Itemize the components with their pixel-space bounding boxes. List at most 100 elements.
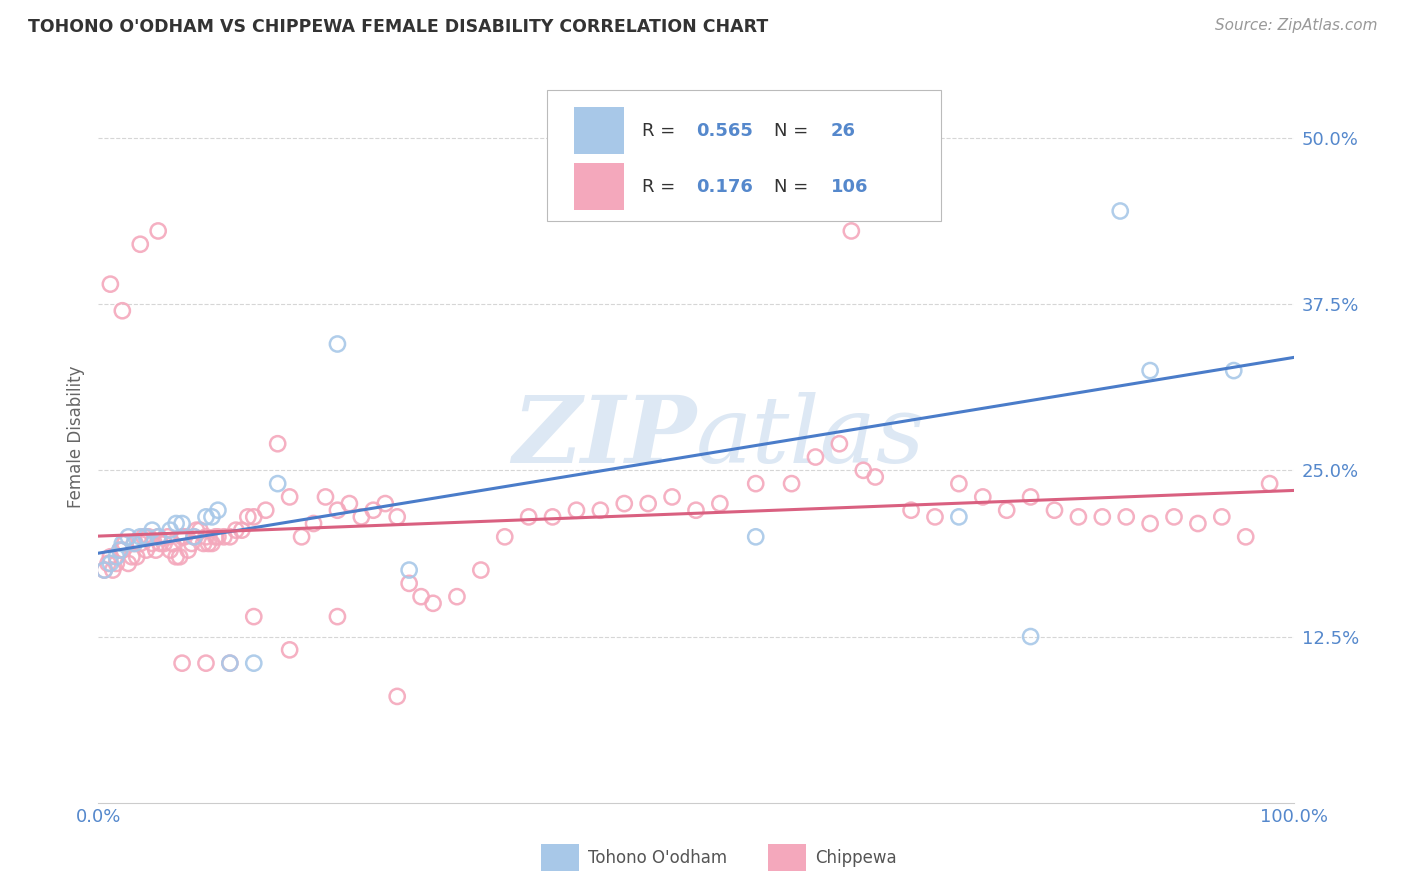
- Bar: [574, 162, 624, 211]
- Point: [267, 436, 290, 450]
- Point: [156, 530, 179, 544]
- Point: [195, 509, 218, 524]
- Point: [1139, 363, 1161, 377]
- Point: [900, 503, 922, 517]
- Point: [108, 543, 131, 558]
- Point: [350, 509, 373, 524]
- Text: N =: N =: [773, 178, 814, 195]
- Point: [1211, 509, 1233, 524]
- Point: [1019, 630, 1042, 644]
- Point: [243, 509, 266, 524]
- Point: [637, 497, 659, 511]
- Point: [1163, 509, 1185, 524]
- Point: [111, 543, 134, 558]
- Point: [114, 536, 136, 550]
- Point: [1187, 516, 1209, 531]
- Point: [231, 523, 253, 537]
- Point: [972, 490, 994, 504]
- Point: [828, 436, 851, 450]
- Point: [173, 530, 195, 544]
- Point: [111, 303, 134, 318]
- Point: [111, 536, 134, 550]
- Text: 26: 26: [831, 121, 856, 140]
- Point: [186, 523, 208, 537]
- Point: [153, 536, 176, 550]
- Point: [924, 509, 946, 524]
- Point: [541, 509, 564, 524]
- Point: [98, 557, 122, 571]
- Point: [254, 503, 277, 517]
- Point: [243, 609, 266, 624]
- Text: N =: N =: [773, 121, 814, 140]
- Point: [1223, 363, 1246, 377]
- Point: [129, 530, 152, 544]
- Text: atlas: atlas: [696, 392, 925, 482]
- Point: [212, 530, 235, 544]
- Point: [148, 530, 170, 544]
- Point: [148, 224, 170, 238]
- Text: R =: R =: [643, 121, 681, 140]
- Point: [219, 656, 242, 670]
- Point: [101, 563, 124, 577]
- Point: [589, 503, 612, 517]
- Point: [195, 656, 218, 670]
- Point: [207, 503, 229, 517]
- Point: [1067, 509, 1090, 524]
- Point: [204, 530, 226, 544]
- Point: [745, 530, 768, 544]
- Point: [183, 530, 205, 544]
- Point: [219, 530, 242, 544]
- Point: [145, 543, 167, 558]
- Point: [93, 563, 115, 577]
- Point: [1258, 476, 1281, 491]
- Point: [169, 549, 191, 564]
- Point: [411, 590, 433, 604]
- Point: [225, 523, 247, 537]
- Point: [108, 543, 131, 558]
- Point: [98, 549, 122, 564]
- Point: [828, 178, 851, 192]
- Point: [149, 536, 172, 550]
- Point: [315, 490, 337, 504]
- Point: [948, 476, 970, 491]
- Point: [183, 530, 205, 544]
- Point: [180, 536, 202, 550]
- Point: [278, 643, 301, 657]
- Point: [267, 476, 290, 491]
- Point: [1115, 509, 1137, 524]
- Point: [129, 237, 152, 252]
- Point: [159, 543, 181, 558]
- Point: [1091, 509, 1114, 524]
- Point: [446, 590, 468, 604]
- Point: [1109, 204, 1132, 219]
- Point: [125, 549, 148, 564]
- Point: [165, 549, 187, 564]
- Text: 0.565: 0.565: [696, 121, 752, 140]
- Point: [661, 490, 683, 504]
- Point: [129, 536, 152, 550]
- Point: [219, 656, 242, 670]
- Point: [613, 497, 636, 511]
- Text: R =: R =: [643, 178, 688, 195]
- Point: [201, 536, 224, 550]
- Point: [804, 450, 827, 464]
- Bar: [768, 845, 806, 871]
- Point: [132, 530, 155, 544]
- Point: [201, 509, 224, 524]
- FancyBboxPatch shape: [547, 89, 941, 221]
- Point: [243, 656, 266, 670]
- Point: [422, 596, 444, 610]
- Point: [326, 609, 349, 624]
- Point: [207, 530, 229, 544]
- Point: [172, 516, 194, 531]
- Text: ZIP: ZIP: [512, 392, 696, 482]
- Point: [236, 509, 259, 524]
- Point: [745, 476, 768, 491]
- Point: [995, 503, 1018, 517]
- Point: [124, 536, 146, 550]
- Point: [278, 490, 301, 504]
- Point: [385, 509, 409, 524]
- Point: [193, 536, 215, 550]
- Text: Source: ZipAtlas.com: Source: ZipAtlas.com: [1215, 18, 1378, 33]
- Point: [138, 530, 160, 544]
